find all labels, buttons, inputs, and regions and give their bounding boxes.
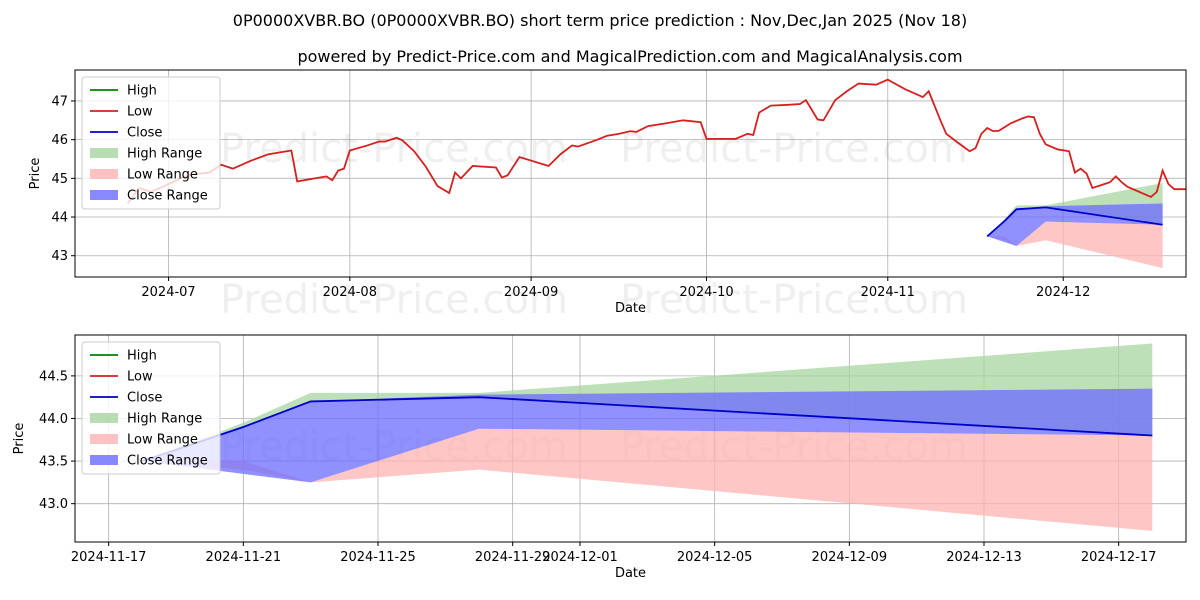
legend-label: High <box>127 84 157 99</box>
legend-label: Low <box>127 105 153 120</box>
watermark-text: Predict-Price.com <box>620 126 968 172</box>
legend-swatch <box>90 455 118 465</box>
low-range-band <box>987 221 1163 269</box>
x-tick-label: 2024-12-17 <box>1081 550 1157 565</box>
y-axis-label: Price <box>28 158 43 190</box>
y-tick-label: 43 <box>51 249 68 264</box>
x-axis-label: Date <box>615 301 646 316</box>
y-tick-label: 44 <box>51 211 68 226</box>
x-tick-label: 2024-11-21 <box>206 550 282 565</box>
chart-title: 0P0000XVBR.BO (0P0000XVBR.BO) short term… <box>233 11 967 30</box>
x-tick-label: 2024-11-25 <box>340 550 416 565</box>
chart-subtitle: powered by Predict-Price.com and Magical… <box>297 47 962 66</box>
plot-area <box>142 343 1153 531</box>
legend-label: High Range <box>127 412 202 427</box>
legend-swatch <box>90 413 118 423</box>
legend-swatch <box>90 148 118 158</box>
axes-frame <box>74 334 1187 543</box>
legend-label: Low Range <box>127 168 198 183</box>
y-tick-label: 43.0 <box>39 497 68 512</box>
y-tick-label: 45 <box>51 172 68 187</box>
watermark-text: Predict-Price.com <box>220 126 568 172</box>
legend-label: Close Range <box>127 189 208 204</box>
legend-label: Low <box>127 370 153 385</box>
x-tick-label: 2024-12-05 <box>677 550 753 565</box>
close-range-band <box>142 388 1153 483</box>
x-tick-label: 2024-12-09 <box>812 550 888 565</box>
y-tick-label: 47 <box>51 94 68 109</box>
top-panel: Predict-Price.com Predict-Price.com Predic… <box>28 69 1187 323</box>
watermark-text: Predict-Price.com <box>620 277 968 323</box>
legend-swatch <box>90 190 118 200</box>
legend-label: Close <box>127 126 162 141</box>
close-range-band <box>987 203 1163 247</box>
legend-label: Close Range <box>127 454 208 469</box>
x-tick-label: 2024-11 <box>861 285 915 300</box>
x-tick-label: 2024-08 <box>323 285 377 300</box>
x-tick-label: 2024-10 <box>679 285 733 300</box>
bottom-panel: Predict-Price.comPredict-Price.com2024-1… <box>12 334 1187 581</box>
low-series-line <box>126 78 1186 205</box>
watermark-text: Predict-Price.com <box>220 277 568 323</box>
close-series-line <box>986 206 1163 238</box>
x-tick-label: 2024-07 <box>141 285 195 300</box>
x-tick-label: 2024-12-01 <box>542 550 618 565</box>
x-tick-label: 2024-11-17 <box>71 550 147 565</box>
low-range-band <box>142 428 1153 531</box>
legend-label: High Range <box>127 147 202 162</box>
y-tick-label: 44.5 <box>39 369 68 384</box>
legend-label: Close <box>127 391 162 406</box>
legend-swatch <box>90 169 118 179</box>
x-tick-label: 2024-09 <box>504 285 558 300</box>
y-tick-label: 44.0 <box>39 412 68 427</box>
axes-frame <box>74 69 1187 278</box>
legend-label: Low Range <box>127 433 198 448</box>
y-tick-label: 43.5 <box>39 455 68 470</box>
plot-area <box>126 78 1186 269</box>
x-tick-label: 2024-12 <box>1036 285 1090 300</box>
y-axis-label: Price <box>12 423 27 455</box>
x-tick-label: 2024-12-13 <box>946 550 1022 565</box>
legend-swatch <box>90 434 118 444</box>
legend-label: High <box>127 349 157 364</box>
x-axis-label: Date <box>615 566 646 581</box>
x-tick-label: 2024-11-29 <box>475 550 551 565</box>
y-tick-label: 46 <box>51 133 68 148</box>
